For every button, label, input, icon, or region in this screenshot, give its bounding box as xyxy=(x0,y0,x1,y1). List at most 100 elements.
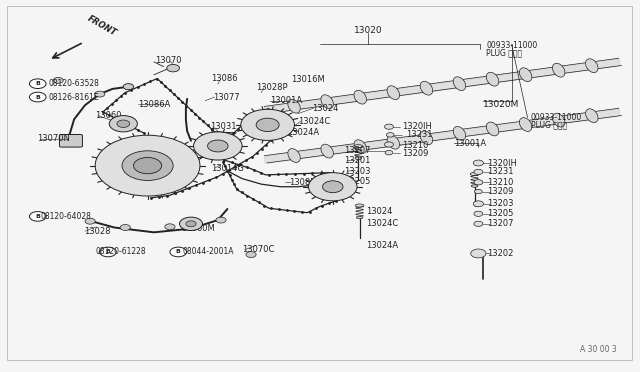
Circle shape xyxy=(95,135,200,196)
Ellipse shape xyxy=(420,131,433,145)
Text: 13205: 13205 xyxy=(344,177,371,186)
Ellipse shape xyxy=(387,135,399,149)
Text: 13203: 13203 xyxy=(487,199,514,208)
Ellipse shape xyxy=(354,145,363,148)
Circle shape xyxy=(216,217,226,223)
Text: 13028P: 13028P xyxy=(256,83,288,92)
Circle shape xyxy=(109,116,138,132)
Circle shape xyxy=(323,181,343,193)
Circle shape xyxy=(165,224,175,230)
Circle shape xyxy=(385,150,393,155)
Ellipse shape xyxy=(387,86,399,100)
Text: 13024C: 13024C xyxy=(298,117,330,126)
Text: 13203: 13203 xyxy=(344,167,371,176)
Ellipse shape xyxy=(354,140,367,154)
Ellipse shape xyxy=(552,63,565,77)
Text: B: B xyxy=(35,94,40,100)
Circle shape xyxy=(53,77,63,83)
Text: B: B xyxy=(176,250,180,254)
Ellipse shape xyxy=(321,144,333,158)
Circle shape xyxy=(99,249,109,255)
Circle shape xyxy=(167,64,179,72)
Circle shape xyxy=(122,151,173,180)
Ellipse shape xyxy=(355,157,362,160)
Ellipse shape xyxy=(288,149,300,163)
Circle shape xyxy=(95,91,105,97)
Circle shape xyxy=(100,247,116,257)
Text: 13024: 13024 xyxy=(366,208,392,217)
Text: 13201: 13201 xyxy=(344,156,371,165)
Text: 00933-11000: 00933-11000 xyxy=(486,41,538,50)
Text: 00933-11000: 00933-11000 xyxy=(531,113,582,122)
Text: FRONT: FRONT xyxy=(86,14,118,38)
Circle shape xyxy=(29,79,46,89)
Text: B: B xyxy=(35,81,40,86)
Ellipse shape xyxy=(586,109,598,123)
Ellipse shape xyxy=(586,59,598,73)
Text: 13060: 13060 xyxy=(95,111,122,120)
Ellipse shape xyxy=(321,95,333,109)
Text: 13024C: 13024C xyxy=(366,219,398,228)
Text: 13016M: 13016M xyxy=(291,75,325,84)
Text: 13031: 13031 xyxy=(210,122,237,131)
Text: 13070C: 13070C xyxy=(242,245,275,254)
Circle shape xyxy=(385,142,394,147)
Text: PLUG プラグ: PLUG プラグ xyxy=(486,48,522,57)
Text: 13024A: 13024A xyxy=(366,241,398,250)
Text: 08126-8161E: 08126-8161E xyxy=(49,93,99,102)
Circle shape xyxy=(172,249,182,255)
Ellipse shape xyxy=(453,126,466,140)
Circle shape xyxy=(308,173,357,201)
Ellipse shape xyxy=(355,204,364,207)
Circle shape xyxy=(186,221,196,227)
Text: 13085: 13085 xyxy=(289,178,316,187)
Text: 13070N: 13070N xyxy=(37,134,70,143)
Text: 13024: 13024 xyxy=(312,104,339,113)
Ellipse shape xyxy=(288,99,300,113)
Circle shape xyxy=(29,212,46,221)
Circle shape xyxy=(124,84,134,90)
Text: 13209: 13209 xyxy=(487,187,514,196)
Circle shape xyxy=(256,118,279,132)
Circle shape xyxy=(29,92,46,102)
Text: 13077: 13077 xyxy=(212,93,239,102)
Ellipse shape xyxy=(453,77,466,91)
Text: 13231: 13231 xyxy=(487,167,514,176)
Text: 13070: 13070 xyxy=(156,56,182,65)
Text: 08120-64028: 08120-64028 xyxy=(40,212,91,221)
Text: 13001A: 13001A xyxy=(454,139,486,148)
Text: 13209: 13209 xyxy=(402,149,428,158)
Ellipse shape xyxy=(520,118,532,131)
Text: 13210: 13210 xyxy=(402,141,428,150)
Text: 13207: 13207 xyxy=(487,219,514,228)
FancyBboxPatch shape xyxy=(60,135,83,147)
Circle shape xyxy=(179,217,202,231)
Circle shape xyxy=(474,211,483,217)
Text: 13014G: 13014G xyxy=(211,164,244,173)
Text: B: B xyxy=(106,250,111,254)
Text: 13210: 13210 xyxy=(487,178,514,187)
Circle shape xyxy=(473,160,483,166)
Circle shape xyxy=(474,189,482,194)
Text: 13001A: 13001A xyxy=(270,96,302,105)
Text: 13020: 13020 xyxy=(353,26,382,35)
Ellipse shape xyxy=(356,216,363,219)
Circle shape xyxy=(246,251,256,257)
Circle shape xyxy=(474,221,483,227)
Text: 08044-2001A: 08044-2001A xyxy=(182,247,234,256)
Circle shape xyxy=(387,133,394,137)
Ellipse shape xyxy=(354,90,367,104)
Ellipse shape xyxy=(471,185,478,187)
Text: 1320lH: 1320lH xyxy=(487,158,517,167)
Text: B: B xyxy=(35,214,40,219)
Circle shape xyxy=(117,120,130,128)
Text: 13024A: 13024A xyxy=(287,128,319,137)
Circle shape xyxy=(473,201,483,207)
Text: A 30 00 3: A 30 00 3 xyxy=(580,344,617,353)
Text: 13086A: 13086A xyxy=(138,100,170,109)
Circle shape xyxy=(474,169,483,174)
Text: 13231: 13231 xyxy=(406,130,433,140)
Text: 1320lH: 1320lH xyxy=(402,122,431,131)
Ellipse shape xyxy=(520,68,532,81)
Circle shape xyxy=(124,84,134,90)
